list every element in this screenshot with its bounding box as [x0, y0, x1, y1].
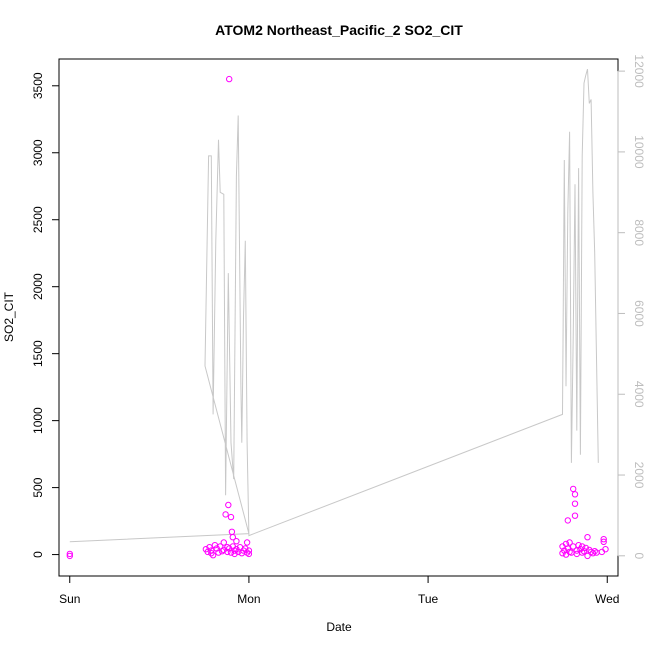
data-point: [243, 549, 251, 556]
data-point: [66, 552, 74, 560]
data-point: [225, 501, 232, 509]
series-line: [69, 68, 599, 543]
data-point: [215, 549, 222, 556]
left-tick-label: 500: [31, 477, 45, 497]
data-point: [226, 545, 233, 552]
right-tick-label: 10000: [632, 135, 646, 169]
data-point: [591, 548, 598, 555]
data-point: [222, 511, 229, 518]
data-point: [231, 547, 238, 554]
left-tick-label: 1500: [31, 340, 45, 367]
data-point: [209, 552, 217, 559]
data-point: [224, 548, 231, 556]
data-point: [573, 547, 580, 554]
data-point: [228, 528, 236, 535]
right-tick-label: 6000: [632, 300, 646, 327]
left-tick-label: 3500: [31, 72, 45, 99]
bottom-tick-label: Wed: [595, 592, 619, 606]
data-point: [570, 485, 577, 493]
data-point: [566, 539, 573, 546]
data-point: [245, 550, 253, 558]
right-axis: 0 2000 4000 6000 8000 10000 12000: [617, 54, 646, 559]
data-point: [571, 491, 579, 498]
data-point: [573, 550, 580, 558]
right-tick-label: 2000: [632, 462, 646, 489]
data-point: [233, 538, 240, 545]
right-tick-label: 0: [632, 552, 646, 559]
plot-frame: [58, 58, 619, 577]
left-tick-label: 3000: [31, 139, 45, 166]
data-point: [208, 550, 215, 557]
data-point: [213, 545, 220, 552]
data-point: [571, 512, 579, 519]
grey-line-layer: [69, 68, 599, 543]
data-point: [600, 538, 607, 545]
y-axis-label: SO2_CIT: [2, 291, 16, 342]
data-point: [66, 550, 74, 558]
right-tick-label: 4000: [632, 381, 646, 408]
data-point: [206, 544, 213, 551]
data-point: [220, 539, 228, 546]
data-point: [229, 534, 237, 541]
data-point: [575, 542, 582, 549]
bottom-tick-label: Tue: [418, 592, 439, 606]
data-point: [226, 75, 233, 83]
data-point: [584, 534, 591, 541]
data-point: [584, 552, 591, 560]
data-point: [602, 546, 609, 553]
chart-title: ATOM2 Northeast_Pacific_2 SO2_CIT: [215, 22, 463, 38]
left-tick-label: 2500: [31, 206, 45, 233]
left-axis: 0 500 1000 1500 2000 2500 3000 3500: [31, 72, 60, 558]
data-point: [564, 545, 571, 552]
x-axis-label: Date: [326, 620, 352, 634]
left-tick-label: 0: [31, 551, 45, 558]
right-tick-label: 8000: [632, 219, 646, 246]
left-tick-label: 1000: [31, 407, 45, 434]
data-point: [564, 517, 571, 524]
right-tick-label: 12000: [632, 54, 646, 88]
data-point: [227, 513, 235, 521]
left-tick-label: 2000: [31, 273, 45, 300]
bottom-axis: Sun Mon Tue Wed: [59, 575, 619, 606]
data-point: [571, 500, 579, 507]
data-point: [245, 547, 253, 554]
data-point: [582, 544, 589, 552]
data-point: [589, 550, 597, 557]
bottom-tick-label: Mon: [237, 592, 260, 606]
data-point: [600, 536, 607, 543]
data-point: [243, 539, 251, 546]
bottom-tick-label: Sun: [59, 592, 80, 606]
data-point: [579, 549, 586, 556]
magenta-points-layer: [66, 75, 609, 560]
data-point: [227, 549, 235, 556]
